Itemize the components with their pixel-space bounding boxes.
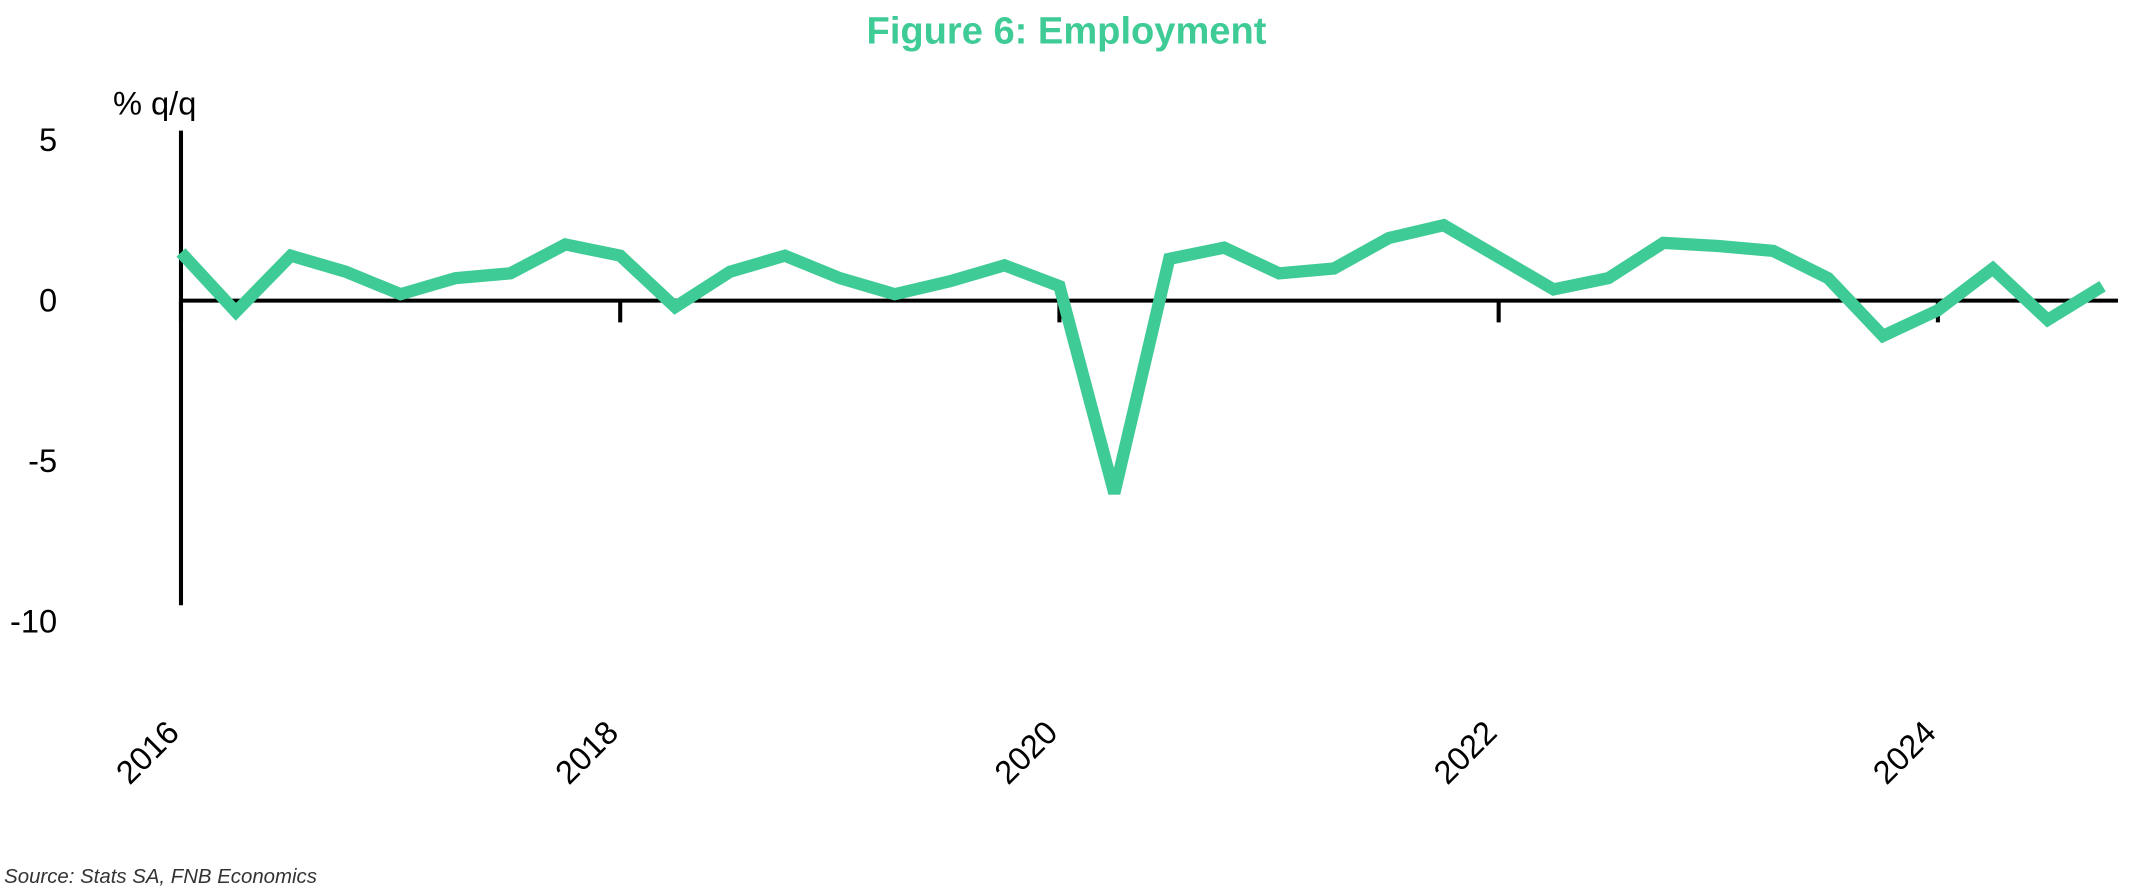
- y-tick-label: 5: [39, 121, 57, 158]
- x-tick-label: 2020: [987, 713, 1064, 790]
- chart-title: Figure 6: Employment: [867, 11, 1267, 53]
- x-tick-label: 2024: [1865, 713, 1942, 790]
- x-tick-label: 2018: [548, 713, 625, 790]
- x-tick-label: 2016: [108, 713, 185, 790]
- y-axis-label: % q/q: [113, 84, 196, 121]
- y-tick-label: 0: [39, 281, 57, 318]
- data-line: [176, 218, 2106, 495]
- source: Source: Stats SA, FNB Economics: [4, 866, 317, 888]
- y-tick-label: -5: [28, 442, 57, 479]
- x-tick-label: 2022: [1426, 713, 1503, 790]
- y-tick-label: -10: [10, 603, 57, 640]
